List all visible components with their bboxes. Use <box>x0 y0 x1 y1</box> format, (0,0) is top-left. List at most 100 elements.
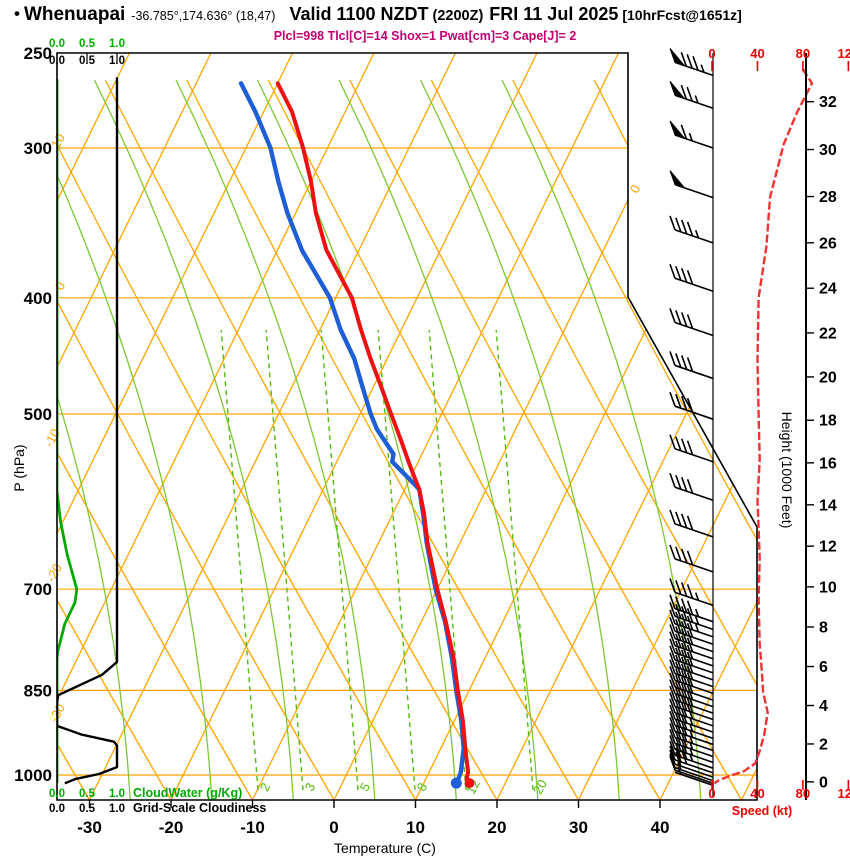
cloud-scales: 0.0 0.0 0.5 0.5 1.0 1.0 0.0 0.0 0.5 0.5 1.0 1.0 Clou… <box>49 38 266 815</box>
wind-barb <box>669 624 714 653</box>
isotherm-label: 0 <box>627 182 644 195</box>
height-tick-label: 20 <box>819 369 837 386</box>
mixing-ratio-labels: 2 3 5 8 12 20 <box>257 777 550 797</box>
speed-tick-label-top: 80 <box>796 46 810 61</box>
speed-tick-label-top: 40 <box>750 46 764 61</box>
temperature-tick-label: -10 <box>240 818 265 837</box>
sounding-parameters-line: Plcl=998 Tlcl[C]=14 Shox=1 Pwat[cm]=3 Ca… <box>273 29 577 43</box>
pressure-axis-label: P (hPa) <box>11 444 27 491</box>
cloudwater-scale-tick-bottom: 1.0 <box>109 788 125 800</box>
wind-barb <box>669 351 714 380</box>
height-tick-label: 22 <box>819 325 837 342</box>
pressure-tick-label: 250 <box>24 44 52 63</box>
valid-zulu-time: (2200Z) <box>432 8 484 24</box>
temperature-tick-label: 10 <box>406 818 425 837</box>
wind-barb <box>669 685 714 714</box>
pressure-tick-label: 500 <box>24 405 52 424</box>
cloudiness-scale-tick-top: 0.0 <box>49 55 65 67</box>
temperature-curve <box>275 81 475 789</box>
height-tick-label: 32 <box>819 94 837 111</box>
height-tick-label: 2 <box>819 736 828 753</box>
temperature-tick-label: 30 <box>569 818 588 837</box>
station-bullet-icon: • <box>14 4 20 23</box>
mixing-ratio-label: 5 <box>357 780 374 793</box>
pressure-tick-label: 700 <box>24 580 52 599</box>
speed-tick-label-top: 0 <box>708 46 715 61</box>
dry-adiabat-label: -10 <box>41 426 63 450</box>
moist-adiabat-gridlines <box>57 79 702 800</box>
isotherm-gridlines <box>57 53 757 800</box>
wind-barb <box>669 263 714 292</box>
wind-barb <box>669 672 714 701</box>
cloudiness-curve <box>57 77 119 785</box>
wind-barb <box>669 616 714 646</box>
wind-barb <box>669 80 714 110</box>
height-tick-label: 18 <box>819 413 837 430</box>
wind-barb <box>669 645 714 674</box>
mixing-ratio-label: 20 <box>530 777 550 797</box>
cloudwater-scale-tick-top: 0.0 <box>49 38 65 50</box>
wind-barb <box>669 666 714 695</box>
height-tick-label: 30 <box>819 142 837 159</box>
wind-barb <box>669 544 714 573</box>
cloudiness-axis-label: Grid-Scale Cloudiness <box>133 801 266 815</box>
height-tick-label: 28 <box>819 189 837 206</box>
wind-barb <box>669 638 714 667</box>
cloudwater-axis-label: CloudWater (g/Kg) <box>133 786 242 800</box>
cloudwater-scale-tick-top: 0.5 <box>79 38 96 50</box>
cloudiness-scale-tick-top: 1.0 <box>109 55 125 67</box>
wind-barb <box>669 740 714 769</box>
speed-axis: 0040408080120120Speed (kt) <box>708 46 850 818</box>
temperature-tick-label: 0 <box>329 818 338 837</box>
temperature-tick-label: -20 <box>159 818 184 837</box>
wind-barb <box>669 698 714 727</box>
dry-adiabat-gridlines <box>57 79 757 800</box>
temperature-tick-label: 40 <box>651 818 670 837</box>
height-tick-label: 14 <box>819 497 837 514</box>
pressure-tick-label: 850 <box>24 681 52 700</box>
wind-barb <box>669 170 714 199</box>
cloudwater-scale-tick-bottom: 0.5 <box>79 788 96 800</box>
wind-barb <box>669 659 714 688</box>
mixing-ratio-label: 3 <box>302 780 319 793</box>
height-tick-label: 16 <box>819 455 837 472</box>
cloudiness-scale-tick-bottom: 0.0 <box>49 803 65 815</box>
chart-title: • Whenuapai -36.785°,174.636° (18,47) Valid… <box>14 4 850 26</box>
height-tick-label: 0 <box>819 774 828 791</box>
wind-barb <box>669 391 714 420</box>
height-tick-label: 4 <box>819 698 828 715</box>
dry-adiabat-label: 0 <box>52 279 69 292</box>
wind-barb <box>669 578 714 607</box>
wind-barb <box>669 749 714 778</box>
wind-barb <box>669 692 714 721</box>
height-axis-label: Height (1000 Feet) <box>779 412 795 529</box>
speed-tick-label-bottom: 0 <box>708 786 715 801</box>
mixing-ratio-label: 2 <box>257 780 274 793</box>
wind-barb <box>669 652 714 681</box>
mixing-ratio-lines <box>220 329 534 791</box>
wind-barb <box>669 308 714 337</box>
station-coordinates: -36.785°,174.636° (18,47) <box>131 9 276 23</box>
speed-tick-label-bottom: 120 <box>838 786 850 801</box>
temperature-axis: -30 -20 -10 0 10 20 30 40 Temperature (C) <box>77 818 669 856</box>
cloudiness-scale-tick-bottom: 1.0 <box>109 803 125 815</box>
height-tick-label: 10 <box>819 579 837 596</box>
height-tick-label: 24 <box>819 281 837 298</box>
plot-frame <box>56 52 758 808</box>
speed-axis-label: Speed (kt) <box>732 804 792 818</box>
wind-barbs <box>669 48 714 797</box>
station-name: Whenuapai <box>23 4 126 25</box>
surface-dewpoint-dot <box>450 777 462 789</box>
cloudwater-scale-tick-bottom: 0.0 <box>49 788 65 800</box>
wind-barb <box>669 215 714 244</box>
height-tick-label: 6 <box>819 659 828 676</box>
forecast-tag: [10hrFcst@1651z] <box>622 7 742 23</box>
height-tick-label: 26 <box>819 235 837 252</box>
wind-barb <box>669 711 714 740</box>
temperature-tick-label: 20 <box>488 818 507 837</box>
pressure-tick-label: 400 <box>24 289 52 308</box>
wind-barb <box>669 735 714 764</box>
